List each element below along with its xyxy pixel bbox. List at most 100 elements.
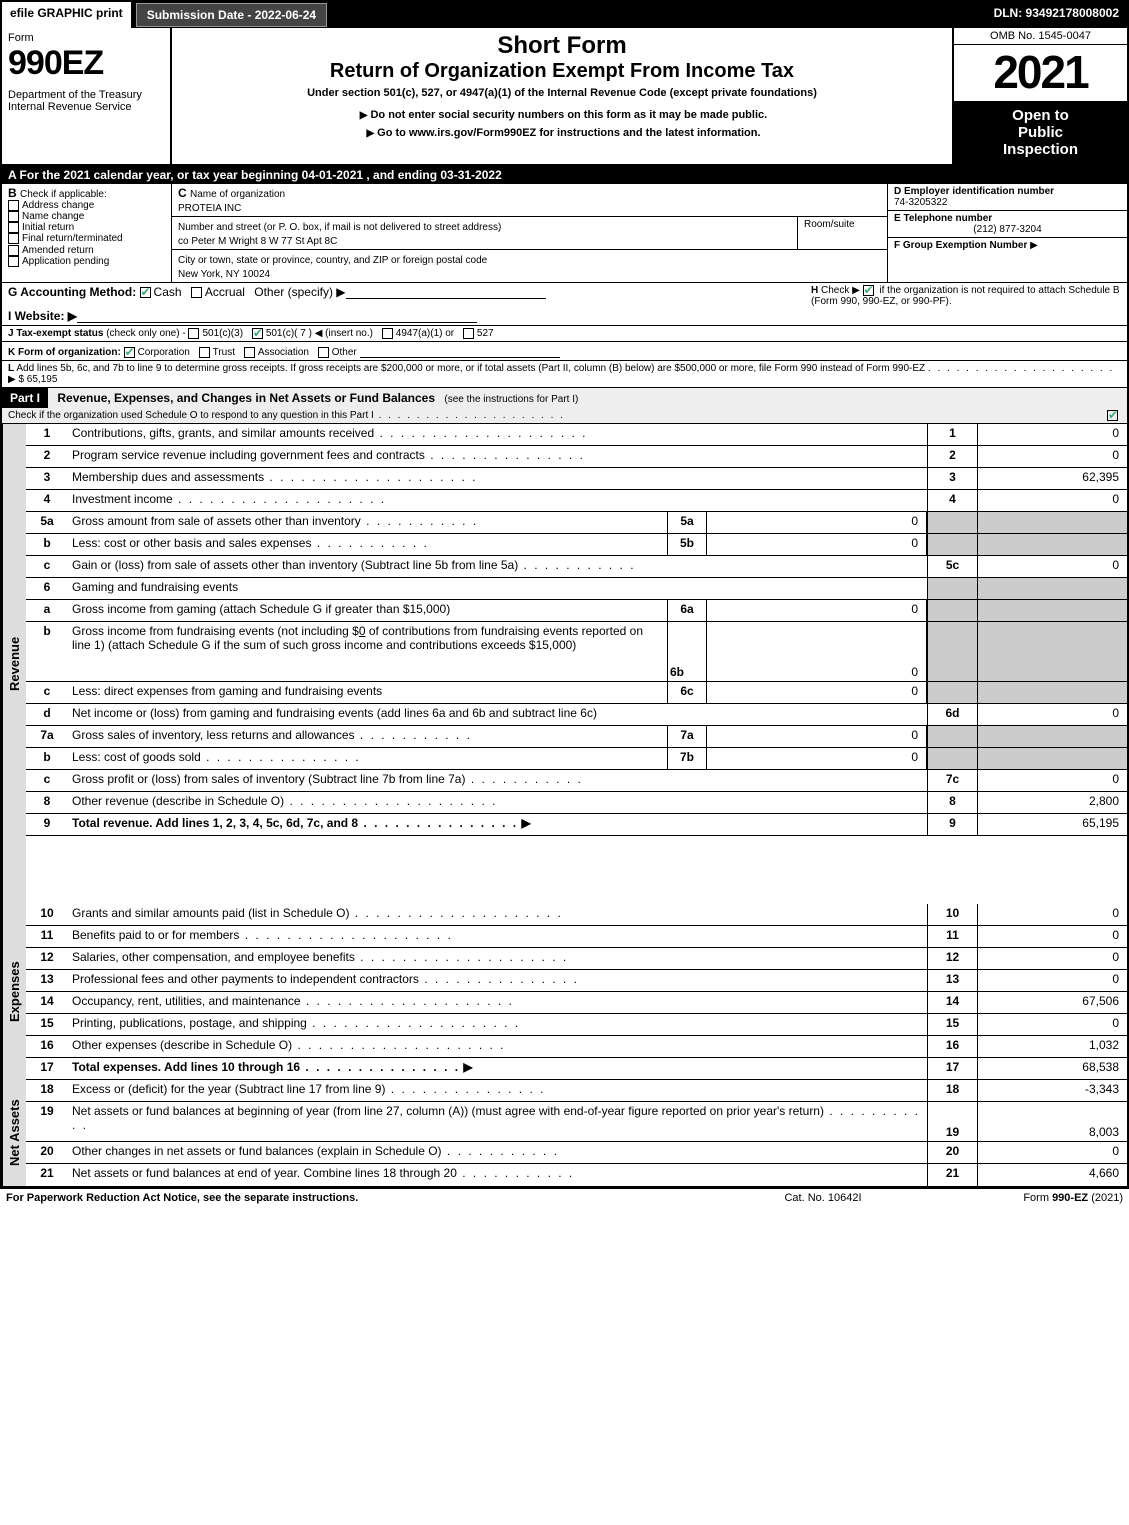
line-5c: cGain or (loss) from sale of assets othe… xyxy=(26,556,1127,578)
line-17: 17Total expenses. Add lines 10 through 1… xyxy=(26,1058,1127,1080)
b-label: B xyxy=(8,186,17,200)
form-number: 990EZ xyxy=(8,44,164,83)
box-def: D Employer identification number 74-3205… xyxy=(887,184,1127,282)
chk-501c[interactable] xyxy=(252,328,263,339)
chk-527[interactable] xyxy=(463,328,474,339)
header-right: OMB No. 1545-0047 2021 Open to Public In… xyxy=(952,28,1127,164)
under-section: Under section 501(c), 527, or 4947(a)(1)… xyxy=(178,87,946,99)
i-label: I Website: ▶ xyxy=(8,309,77,323)
chk-501c3[interactable] xyxy=(188,328,199,339)
vlabel-revenue: Revenue xyxy=(2,424,26,904)
row-k: K Form of organization: Corporation Trus… xyxy=(2,342,1127,361)
row-a-tax-year: A For the 2021 calendar year, or tax yea… xyxy=(2,166,1127,184)
line-18: 18Excess or (deficit) for the year (Subt… xyxy=(26,1080,1127,1102)
chk-initial-return[interactable] xyxy=(8,222,19,233)
line-8: 8Other revenue (describe in Schedule O)8… xyxy=(26,792,1127,814)
chk-other-org[interactable] xyxy=(318,347,329,358)
website-field[interactable] xyxy=(77,309,477,323)
gross-receipts: $ 65,195 xyxy=(18,374,57,385)
line-14: 14Occupancy, rent, utilities, and mainte… xyxy=(26,992,1127,1014)
line-7c: cGross profit or (loss) from sales of in… xyxy=(26,770,1127,792)
open-to-public: Open to Public Inspection xyxy=(954,101,1127,164)
footer-left: For Paperwork Reduction Act Notice, see … xyxy=(6,1192,723,1204)
chk-name-change[interactable] xyxy=(8,211,19,222)
g-label: G Accounting Method: xyxy=(8,285,136,299)
line-2: 2Program service revenue including gover… xyxy=(26,446,1127,468)
other-specify[interactable] xyxy=(346,285,546,299)
title-return: Return of Organization Exempt From Incom… xyxy=(178,60,946,83)
chk-assoc[interactable] xyxy=(244,347,255,358)
submission-date: Submission Date - 2022-06-24 xyxy=(136,3,327,27)
line-3: 3Membership dues and assessments362,395 xyxy=(26,468,1127,490)
line-21: 21Net assets or fund balances at end of … xyxy=(26,1164,1127,1186)
org-street: co Peter M Wright 8 W 77 St Apt 8C xyxy=(178,236,337,247)
line-13: 13Professional fees and other payments t… xyxy=(26,970,1127,992)
org-name: PROTEIA INC xyxy=(178,203,241,214)
line-1: 1Contributions, gifts, grants, and simil… xyxy=(26,424,1127,446)
line-10: 10Grants and similar amounts paid (list … xyxy=(26,904,1127,926)
chk-app-pending[interactable] xyxy=(8,256,19,267)
chk-sched-o[interactable] xyxy=(1107,410,1118,421)
dept-treasury: Department of the Treasury xyxy=(8,89,164,101)
form-word: Form xyxy=(8,32,164,44)
line-5a: 5aGross amount from sale of assets other… xyxy=(26,512,1127,534)
line-5b: bLess: cost or other basis and sales exp… xyxy=(26,534,1127,556)
chk-corp[interactable] xyxy=(124,347,135,358)
expenses-block: Expenses 10Grants and similar amounts pa… xyxy=(2,904,1127,1080)
header-center: Short Form Return of Organization Exempt… xyxy=(172,28,952,164)
chk-4947[interactable] xyxy=(382,328,393,339)
chk-accrual[interactable] xyxy=(191,287,202,298)
ssn-warning: Do not enter social security numbers on … xyxy=(178,109,946,121)
line-6: 6Gaming and fundraising events xyxy=(26,578,1127,600)
line-7b: bLess: cost of goods sold7b0 xyxy=(26,748,1127,770)
net-assets-block: Net Assets 18Excess or (deficit) for the… xyxy=(2,1080,1127,1186)
efile-print-label[interactable]: efile GRAPHIC print xyxy=(2,2,135,28)
goto-link[interactable]: Go to www.irs.gov/Form990EZ for instruct… xyxy=(178,127,946,139)
chk-sched-b[interactable] xyxy=(863,285,874,296)
row-j: J Tax-exempt status (check only one) - 5… xyxy=(2,326,1127,342)
line-16: 16Other expenses (describe in Schedule O… xyxy=(26,1036,1127,1058)
page-footer: For Paperwork Reduction Act Notice, see … xyxy=(0,1188,1129,1207)
line-11: 11Benefits paid to or for members110 xyxy=(26,926,1127,948)
telephone: (212) 877-3204 xyxy=(894,224,1121,235)
line-6a: aGross income from gaming (attach Schedu… xyxy=(26,600,1127,622)
tax-year: 2021 xyxy=(954,45,1127,99)
part1-header: Part I Revenue, Expenses, and Changes in… xyxy=(2,388,1127,424)
chk-trust[interactable] xyxy=(199,347,210,358)
form-990ez: efile GRAPHIC print Submission Date - 20… xyxy=(0,0,1129,1188)
line-6b: bGross income from fundraising events (n… xyxy=(26,622,1127,682)
d-label: D Employer identification number xyxy=(894,186,1054,197)
org-city: New York, NY 10024 xyxy=(178,269,270,280)
irs-label: Internal Revenue Service xyxy=(8,101,164,113)
chk-final-return[interactable] xyxy=(8,233,19,244)
box-h: H Check ▶ if the organization is not req… xyxy=(811,285,1121,323)
line-19: 19Net assets or fund balances at beginni… xyxy=(26,1102,1127,1142)
vlabel-net-assets: Net Assets xyxy=(2,1080,26,1186)
line-6c: cLess: direct expenses from gaming and f… xyxy=(26,682,1127,704)
dln: DLN: 93492178008002 xyxy=(986,2,1127,28)
box-b: B Check if applicable: Address change Na… xyxy=(2,184,172,282)
part1-label: Part I xyxy=(2,388,48,408)
footer-cat: Cat. No. 10642I xyxy=(723,1192,923,1204)
header-left: Form 990EZ Department of the Treasury In… xyxy=(2,28,172,164)
vlabel-expenses: Expenses xyxy=(2,904,26,1080)
room-suite: Room/suite xyxy=(797,217,887,249)
ein: 74-3205322 xyxy=(894,197,947,208)
title-short-form: Short Form xyxy=(178,32,946,60)
chk-cash[interactable] xyxy=(140,287,151,298)
footer-right: Form 990-EZ (2021) xyxy=(923,1192,1123,1204)
row-g-h: G Accounting Method: Cash Accrual Other … xyxy=(2,283,1127,326)
entity-block: B Check if applicable: Address change Na… xyxy=(2,184,1127,283)
line-6d: dNet income or (loss) from gaming and fu… xyxy=(26,704,1127,726)
f-label: F Group Exemption Number xyxy=(894,240,1027,251)
chk-address-change[interactable] xyxy=(8,200,19,211)
line-7a: 7aGross sales of inventory, less returns… xyxy=(26,726,1127,748)
line-15: 15Printing, publications, postage, and s… xyxy=(26,1014,1127,1036)
line-9: 9Total revenue. Add lines 1, 2, 3, 4, 5c… xyxy=(26,814,1127,836)
part1-body: Revenue 1Contributions, gifts, grants, a… xyxy=(2,424,1127,904)
box-c: C Name of organization PROTEIA INC Numbe… xyxy=(172,184,887,282)
chk-amended[interactable] xyxy=(8,245,19,256)
line-4: 4Investment income40 xyxy=(26,490,1127,512)
e-label: E Telephone number xyxy=(894,213,992,224)
line-20: 20Other changes in net assets or fund ba… xyxy=(26,1142,1127,1164)
